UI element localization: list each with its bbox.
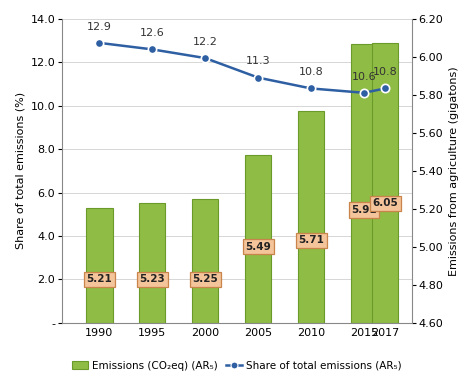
Text: 5.91: 5.91 xyxy=(351,205,377,215)
Bar xyxy=(351,44,377,323)
Text: 5.23: 5.23 xyxy=(139,274,165,285)
Bar xyxy=(86,208,112,323)
Text: 5.25: 5.25 xyxy=(192,274,218,285)
Bar xyxy=(192,199,219,323)
Bar xyxy=(298,111,324,323)
Text: 12.2: 12.2 xyxy=(193,37,218,47)
Text: 6.05: 6.05 xyxy=(372,198,398,209)
Text: 5.71: 5.71 xyxy=(298,235,324,245)
Text: 5.49: 5.49 xyxy=(245,242,271,252)
Y-axis label: Share of total emissions (%): Share of total emissions (%) xyxy=(15,92,25,250)
Y-axis label: Emissions from agriculture (gigatons): Emissions from agriculture (gigatons) xyxy=(449,66,459,276)
Legend: Emissions (CO₂eq) (AR₅), Share of total emissions (AR₅): Emissions (CO₂eq) (AR₅), Share of total … xyxy=(68,356,406,375)
Text: 10.8: 10.8 xyxy=(299,67,323,78)
Bar xyxy=(139,203,165,323)
Text: 5.21: 5.21 xyxy=(86,274,112,285)
Text: 12.9: 12.9 xyxy=(87,22,112,32)
Bar xyxy=(372,43,398,323)
Text: 10.6: 10.6 xyxy=(352,72,376,82)
Text: 12.6: 12.6 xyxy=(140,28,164,38)
Text: 11.3: 11.3 xyxy=(246,57,271,66)
Bar xyxy=(245,155,271,323)
Text: 10.8: 10.8 xyxy=(373,67,398,78)
